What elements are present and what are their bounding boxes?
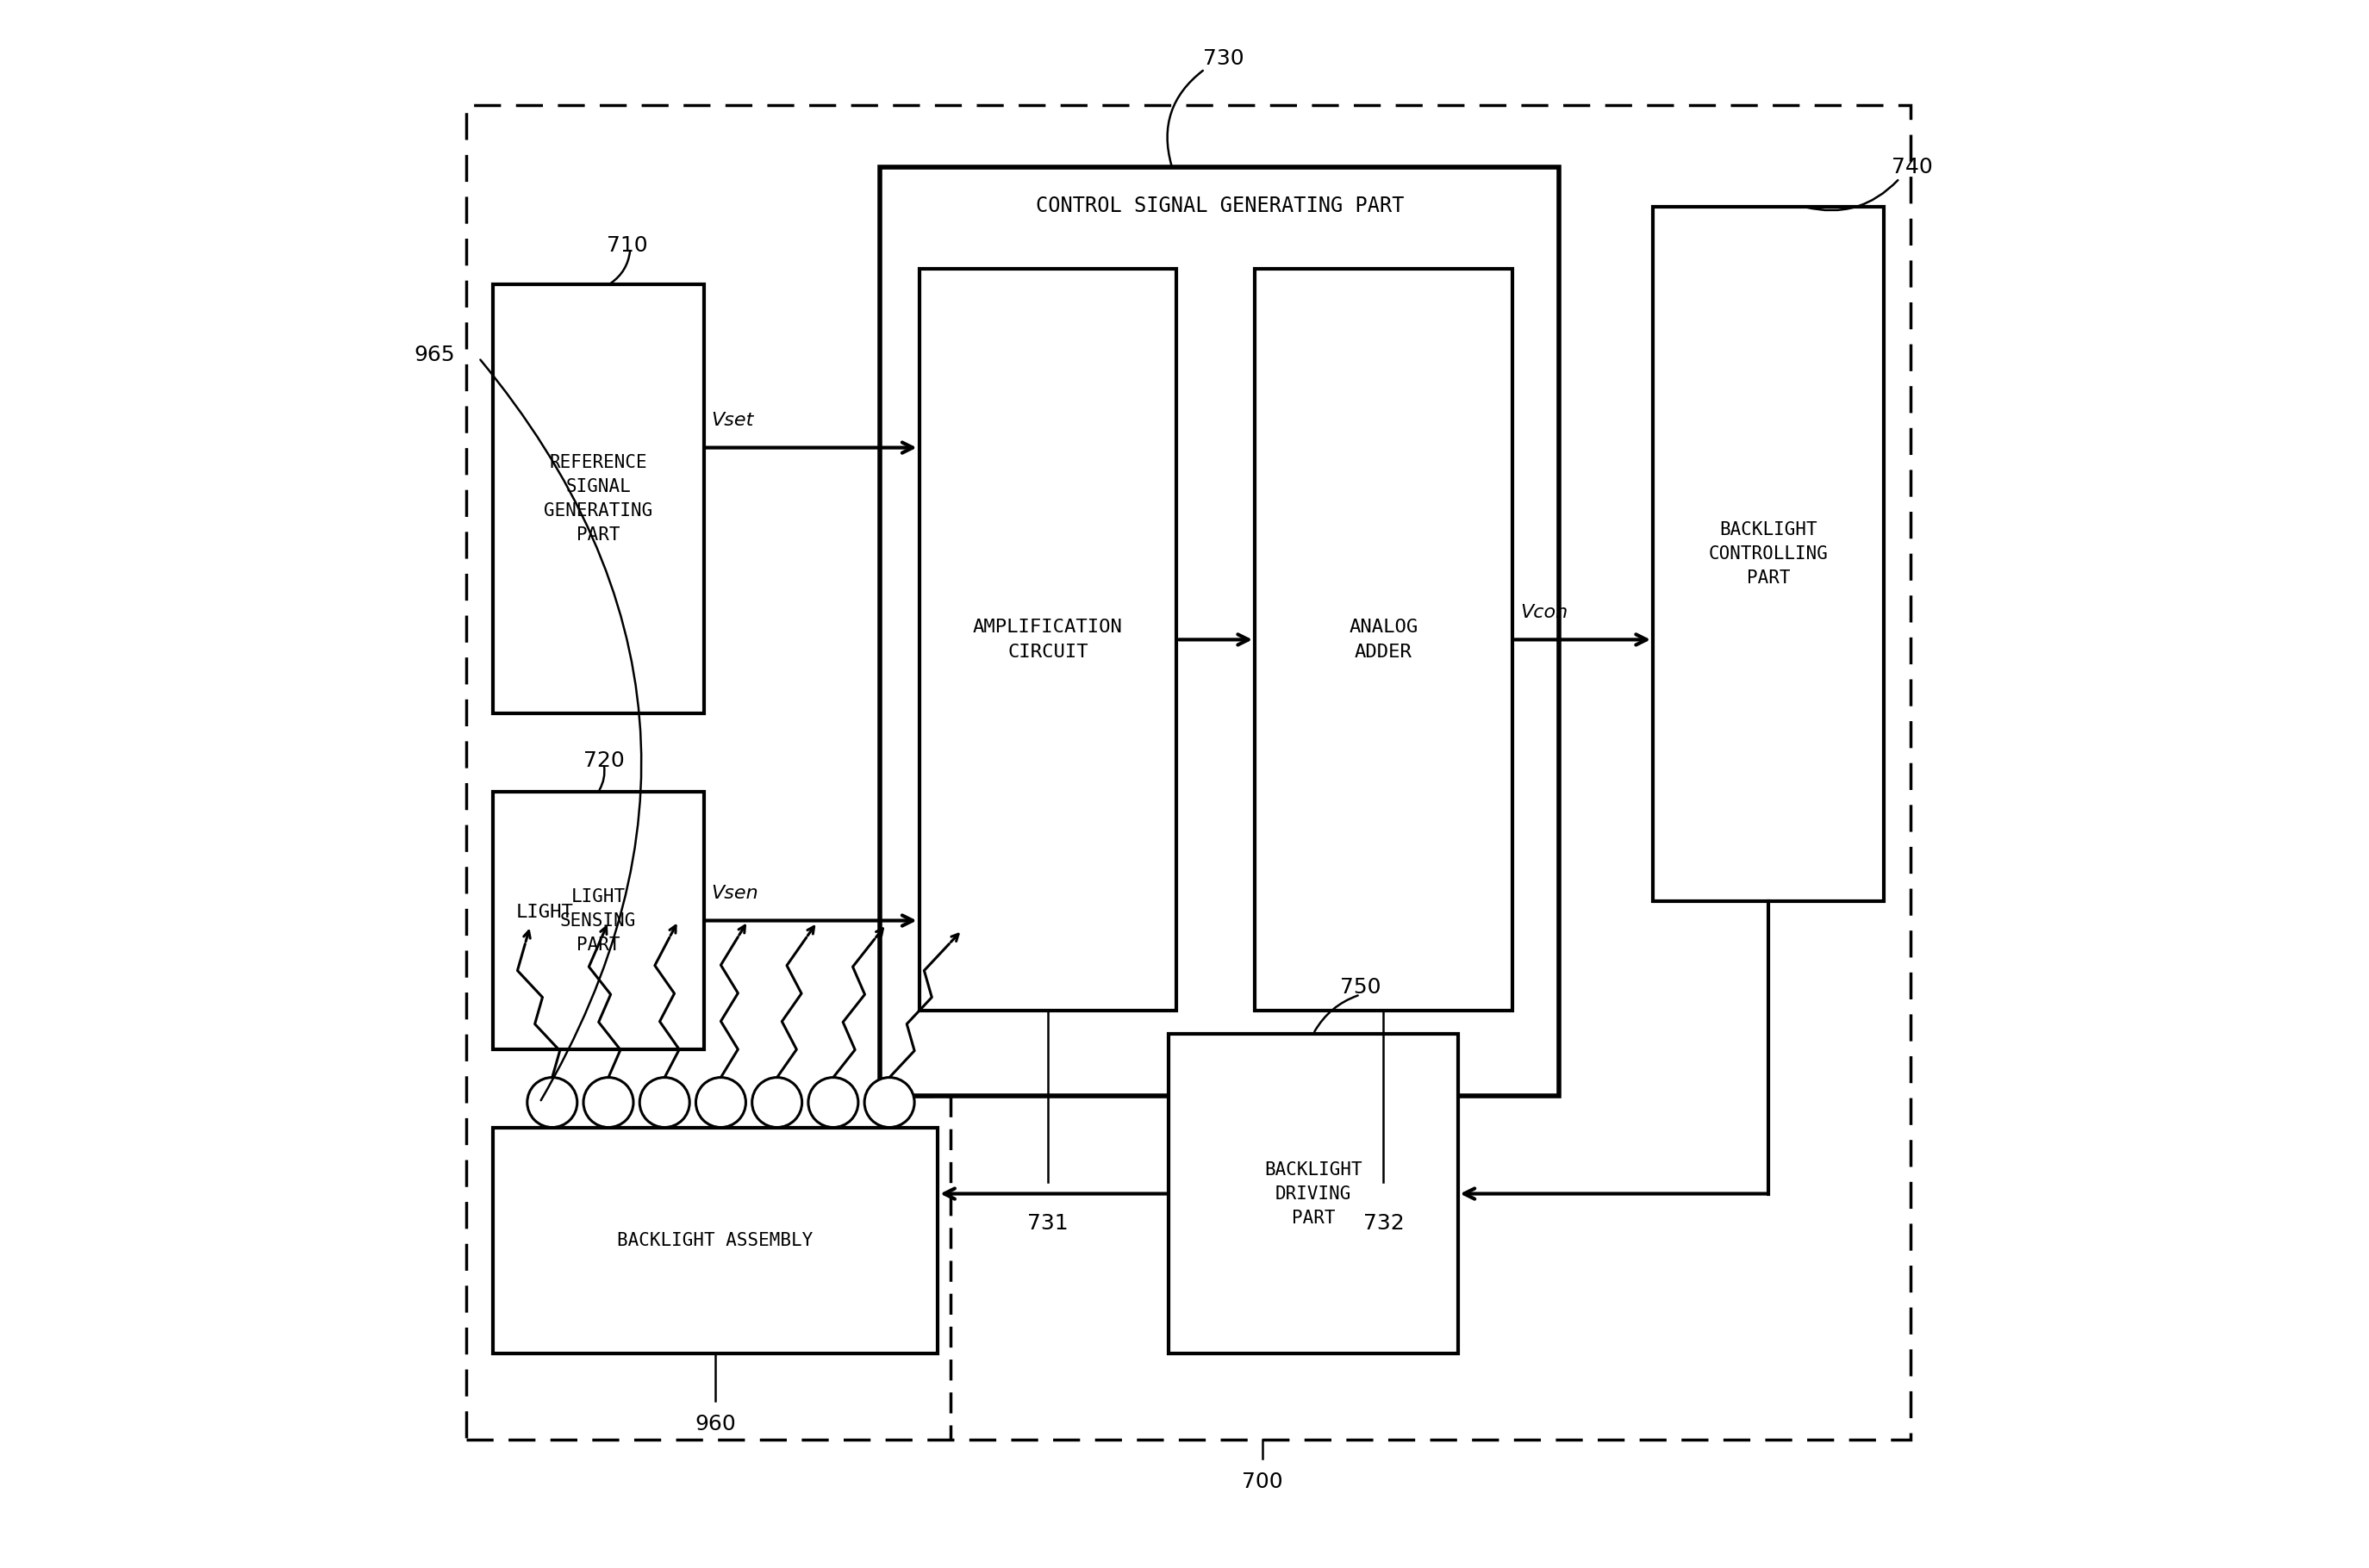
Text: Vsen: Vsen <box>711 884 758 902</box>
Circle shape <box>808 1077 858 1127</box>
Circle shape <box>865 1077 914 1127</box>
Text: 965: 965 <box>415 345 455 365</box>
Bar <box>493 792 704 1049</box>
Text: Vcon: Vcon <box>1521 604 1568 621</box>
Circle shape <box>583 1077 633 1127</box>
Text: 710: 710 <box>606 235 647 256</box>
Bar <box>467 105 1909 1439</box>
Text: LIGHT: LIGHT <box>516 905 573 922</box>
Circle shape <box>640 1077 689 1127</box>
Text: 960: 960 <box>694 1414 737 1435</box>
Text: LIGHT
SENSING
PART: LIGHT SENSING PART <box>559 887 637 953</box>
Bar <box>493 1127 938 1353</box>
Text: 750: 750 <box>1341 977 1381 997</box>
Text: 740: 740 <box>1893 157 1933 177</box>
Text: Vset: Vset <box>711 412 753 430</box>
Circle shape <box>696 1077 746 1127</box>
Text: CONTROL SIGNAL GENERATING PART: CONTROL SIGNAL GENERATING PART <box>1035 196 1405 216</box>
Bar <box>493 284 704 713</box>
Bar <box>1256 270 1511 1010</box>
Bar <box>1168 1033 1457 1353</box>
Text: 700: 700 <box>1241 1471 1284 1493</box>
Text: BACKLIGHT
DRIVING
PART: BACKLIGHT DRIVING PART <box>1265 1160 1362 1226</box>
Text: AMPLIFICATION
CIRCUIT: AMPLIFICATION CIRCUIT <box>974 618 1123 662</box>
Text: REFERENCE
SIGNAL
GENERATING
PART: REFERENCE SIGNAL GENERATING PART <box>545 455 651 544</box>
Text: BACKLIGHT
CONTROLLING
PART: BACKLIGHT CONTROLLING PART <box>1708 521 1829 586</box>
Text: 732: 732 <box>1362 1214 1405 1234</box>
Text: BACKLIGHT ASSEMBLY: BACKLIGHT ASSEMBLY <box>618 1232 813 1250</box>
Text: 731: 731 <box>1028 1214 1068 1234</box>
Text: 730: 730 <box>1203 49 1244 69</box>
Circle shape <box>751 1077 803 1127</box>
Bar <box>919 270 1177 1010</box>
Bar <box>1654 207 1883 902</box>
Circle shape <box>528 1077 578 1127</box>
Text: ANALOG
ADDER: ANALOG ADDER <box>1348 618 1419 662</box>
Text: 720: 720 <box>583 750 625 771</box>
Bar <box>879 168 1559 1096</box>
